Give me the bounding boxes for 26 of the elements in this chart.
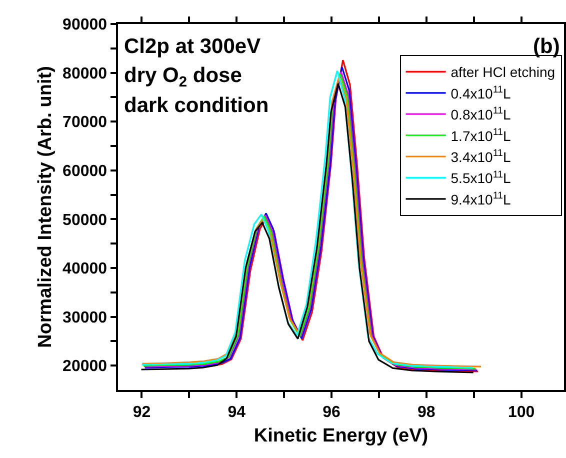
- x-tick-label: 98: [418, 404, 436, 421]
- legend-label: 0.4x10$^{11}$L: [450, 84, 511, 102]
- x-tick-label: 100: [508, 404, 535, 421]
- x-tick-label: 94: [228, 404, 246, 421]
- legend-label: 0.8x10$^{11}$L: [450, 106, 511, 123]
- y-tick-label: 50000: [62, 212, 108, 229]
- y-tick-label: 90000: [62, 16, 108, 34]
- x-tick-label: 92: [132, 404, 151, 421]
- y-axis-title: Normalized Intensity (Arb. unit): [34, 66, 56, 348]
- legend-label: 3.4x10$^{11}$L: [450, 148, 511, 165]
- y-tick-label: 80000: [62, 65, 108, 82]
- annotation: dark condition: [124, 94, 269, 117]
- y-tick-label: 60000: [62, 163, 108, 180]
- x-tick-label: 96: [322, 404, 341, 421]
- legend-label: 5.5x10$^{11}$L: [450, 169, 511, 186]
- legend-label: 1.7x10$^{11}$L: [450, 126, 511, 144]
- legend-label: after HCl etching: [450, 64, 556, 80]
- y-tick-label: 30000: [62, 309, 108, 326]
- y-tick-label: 20000: [62, 358, 108, 376]
- annotation: (b): [533, 35, 560, 58]
- y-tick-label: 40000: [62, 260, 108, 278]
- annotation: Cl2p at 300eV: [124, 35, 261, 58]
- y-tick-label: 70000: [62, 114, 108, 132]
- legend-label: 9.4x10$^{11}$L: [450, 190, 511, 208]
- annotation: dry O$_{2}$ dose: [124, 64, 242, 90]
- x-axis-title: Kinetic Energy (eV): [254, 425, 428, 446]
